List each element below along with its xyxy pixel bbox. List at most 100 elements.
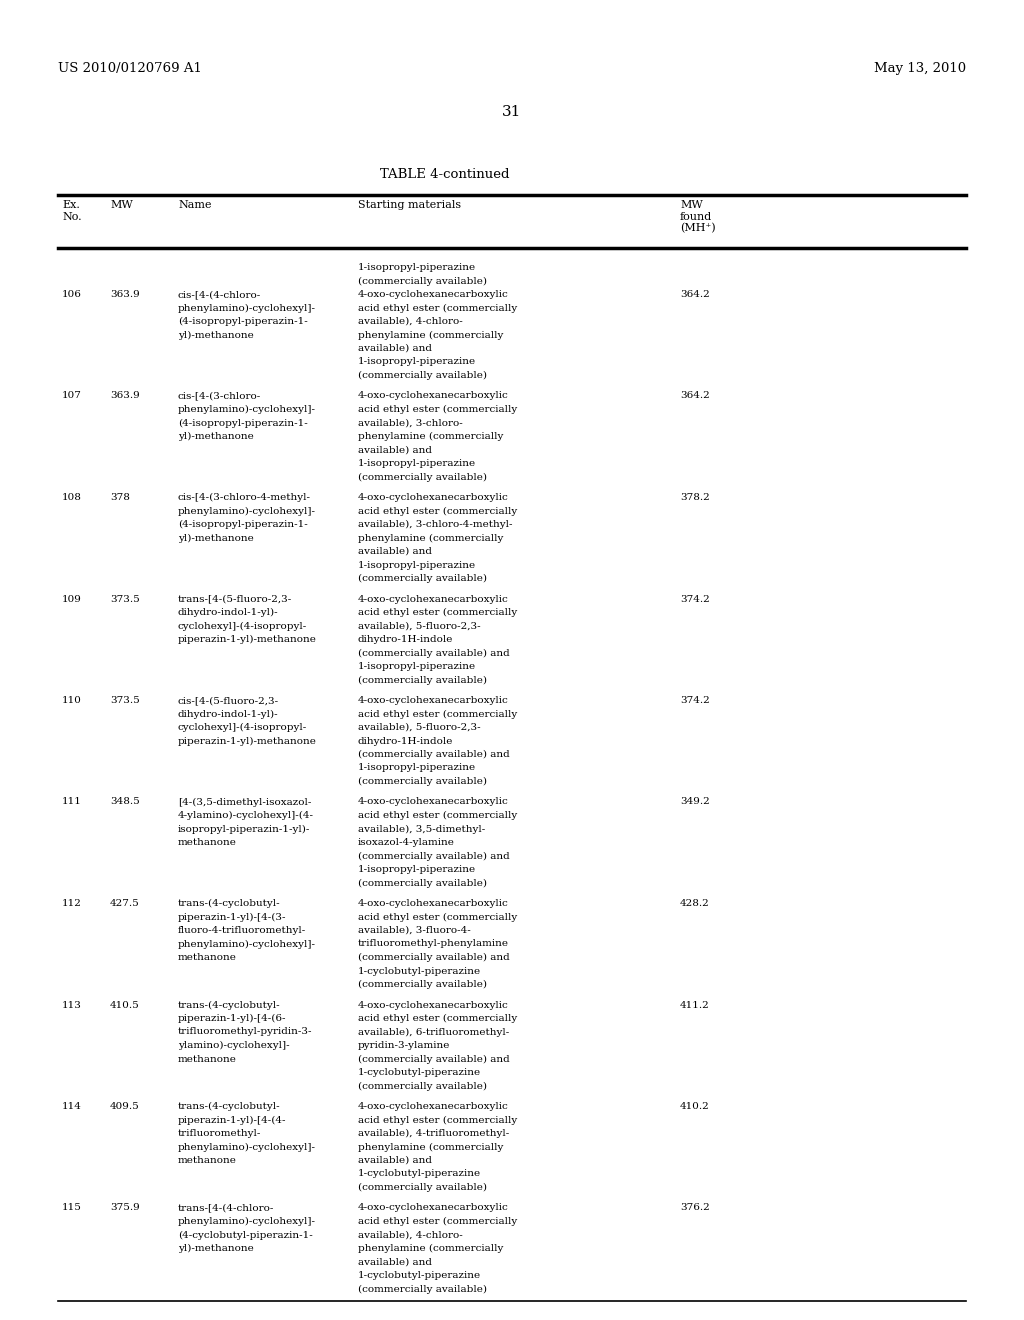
Text: 427.5: 427.5: [110, 899, 139, 908]
Text: available), 3,5-dimethyl-: available), 3,5-dimethyl-: [358, 825, 485, 834]
Text: (commercially available) and: (commercially available) and: [358, 1055, 510, 1064]
Text: 363.9: 363.9: [110, 392, 139, 400]
Text: 114: 114: [62, 1102, 82, 1111]
Text: cis-[4-(5-fluoro-2,3-: cis-[4-(5-fluoro-2,3-: [178, 696, 280, 705]
Text: trifluoromethyl-pyridin-3-: trifluoromethyl-pyridin-3-: [178, 1027, 312, 1036]
Text: acid ethyl ester (commercially: acid ethyl ester (commercially: [358, 304, 517, 313]
Text: 4-oxo-cyclohexanecarboxylic: 4-oxo-cyclohexanecarboxylic: [358, 392, 509, 400]
Text: piperazin-1-yl)-[4-(3-: piperazin-1-yl)-[4-(3-: [178, 912, 287, 921]
Text: available) and: available) and: [358, 546, 432, 556]
Text: phenylamino)-cyclohexyl]-: phenylamino)-cyclohexyl]-: [178, 507, 316, 516]
Text: (commercially available): (commercially available): [358, 1183, 487, 1192]
Text: 378: 378: [110, 492, 130, 502]
Text: acid ethyl ester (commercially: acid ethyl ester (commercially: [358, 405, 517, 414]
Text: 1-isopropyl-piperazine: 1-isopropyl-piperazine: [358, 358, 476, 367]
Text: cis-[4-(4-chloro-: cis-[4-(4-chloro-: [178, 290, 261, 300]
Text: 1-isopropyl-piperazine: 1-isopropyl-piperazine: [358, 663, 476, 671]
Text: phenylamine (commercially: phenylamine (commercially: [358, 1143, 504, 1151]
Text: 1-cyclobutyl-piperazine: 1-cyclobutyl-piperazine: [358, 1170, 481, 1179]
Text: phenylamino)-cyclohexyl]-: phenylamino)-cyclohexyl]-: [178, 304, 316, 313]
Text: 363.9: 363.9: [110, 290, 139, 300]
Text: 410.2: 410.2: [680, 1102, 710, 1111]
Text: yl)-methanone: yl)-methanone: [178, 533, 254, 543]
Text: 109: 109: [62, 594, 82, 603]
Text: trifluoromethyl-phenylamine: trifluoromethyl-phenylamine: [358, 940, 509, 949]
Text: 110: 110: [62, 696, 82, 705]
Text: 4-oxo-cyclohexanecarboxylic: 4-oxo-cyclohexanecarboxylic: [358, 1204, 509, 1213]
Text: 4-oxo-cyclohexanecarboxylic: 4-oxo-cyclohexanecarboxylic: [358, 1001, 509, 1010]
Text: trans-[4-(5-fluoro-2,3-: trans-[4-(5-fluoro-2,3-: [178, 594, 292, 603]
Text: MW
found
(MH⁺): MW found (MH⁺): [680, 201, 716, 234]
Text: pyridin-3-ylamine: pyridin-3-ylamine: [358, 1041, 451, 1049]
Text: 410.5: 410.5: [110, 1001, 139, 1010]
Text: piperazin-1-yl)-[4-(4-: piperazin-1-yl)-[4-(4-: [178, 1115, 287, 1125]
Text: ylamino)-cyclohexyl]-: ylamino)-cyclohexyl]-: [178, 1041, 290, 1051]
Text: 1-cyclobutyl-piperazine: 1-cyclobutyl-piperazine: [358, 1068, 481, 1077]
Text: dihydro-indol-1-yl)-: dihydro-indol-1-yl)-: [178, 609, 279, 618]
Text: available), 4-chloro-: available), 4-chloro-: [358, 1230, 463, 1239]
Text: (4-isopropyl-piperazin-1-: (4-isopropyl-piperazin-1-: [178, 418, 308, 428]
Text: 4-oxo-cyclohexanecarboxylic: 4-oxo-cyclohexanecarboxylic: [358, 899, 509, 908]
Text: (commercially available): (commercially available): [358, 371, 487, 380]
Text: dihydro-1H-indole: dihydro-1H-indole: [358, 737, 454, 746]
Text: phenylamine (commercially: phenylamine (commercially: [358, 432, 504, 441]
Text: May 13, 2010: May 13, 2010: [873, 62, 966, 75]
Text: available), 5-fluoro-2,3-: available), 5-fluoro-2,3-: [358, 723, 480, 733]
Text: available), 5-fluoro-2,3-: available), 5-fluoro-2,3-: [358, 622, 480, 631]
Text: MW: MW: [110, 201, 133, 210]
Text: 364.2: 364.2: [680, 290, 710, 300]
Text: cis-[4-(3-chloro-: cis-[4-(3-chloro-: [178, 392, 261, 400]
Text: 409.5: 409.5: [110, 1102, 139, 1111]
Text: (4-isopropyl-piperazin-1-: (4-isopropyl-piperazin-1-: [178, 520, 308, 529]
Text: phenylamino)-cyclohexyl]-: phenylamino)-cyclohexyl]-: [178, 1217, 316, 1226]
Text: phenylamino)-cyclohexyl]-: phenylamino)-cyclohexyl]-: [178, 940, 316, 949]
Text: trifluoromethyl-: trifluoromethyl-: [178, 1129, 261, 1138]
Text: available) and: available) and: [358, 446, 432, 454]
Text: 1-cyclobutyl-piperazine: 1-cyclobutyl-piperazine: [358, 966, 481, 975]
Text: 1-isopropyl-piperazine: 1-isopropyl-piperazine: [358, 263, 476, 272]
Text: 115: 115: [62, 1204, 82, 1213]
Text: 113: 113: [62, 1001, 82, 1010]
Text: 1-cyclobutyl-piperazine: 1-cyclobutyl-piperazine: [358, 1271, 481, 1280]
Text: dihydro-indol-1-yl)-: dihydro-indol-1-yl)-: [178, 710, 279, 718]
Text: isoxazol-4-ylamine: isoxazol-4-ylamine: [358, 838, 455, 847]
Text: (commercially available) and: (commercially available) and: [358, 750, 510, 759]
Text: available), 3-fluoro-4-: available), 3-fluoro-4-: [358, 927, 471, 935]
Text: available) and: available) and: [358, 1258, 432, 1266]
Text: acid ethyl ester (commercially: acid ethyl ester (commercially: [358, 912, 517, 921]
Text: TABLE 4-continued: TABLE 4-continued: [380, 168, 510, 181]
Text: piperazin-1-yl)-methanone: piperazin-1-yl)-methanone: [178, 737, 316, 746]
Text: Starting materials: Starting materials: [358, 201, 461, 210]
Text: trans-(4-cyclobutyl-: trans-(4-cyclobutyl-: [178, 1001, 281, 1010]
Text: methanone: methanone: [178, 953, 237, 962]
Text: 106: 106: [62, 290, 82, 300]
Text: piperazin-1-yl)-[4-(6-: piperazin-1-yl)-[4-(6-: [178, 1014, 287, 1023]
Text: 4-oxo-cyclohexanecarboxylic: 4-oxo-cyclohexanecarboxylic: [358, 594, 509, 603]
Text: 1-isopropyl-piperazine: 1-isopropyl-piperazine: [358, 865, 476, 874]
Text: 1-isopropyl-piperazine: 1-isopropyl-piperazine: [358, 459, 476, 469]
Text: 378.2: 378.2: [680, 492, 710, 502]
Text: [4-(3,5-dimethyl-isoxazol-: [4-(3,5-dimethyl-isoxazol-: [178, 797, 311, 807]
Text: phenylamino)-cyclohexyl]-: phenylamino)-cyclohexyl]-: [178, 1143, 316, 1151]
Text: 4-ylamino)-cyclohexyl]-(4-: 4-ylamino)-cyclohexyl]-(4-: [178, 810, 314, 820]
Text: Ex.
No.: Ex. No.: [62, 201, 82, 222]
Text: (commercially available): (commercially available): [358, 473, 487, 482]
Text: trans-(4-cyclobutyl-: trans-(4-cyclobutyl-: [178, 899, 281, 908]
Text: 108: 108: [62, 492, 82, 502]
Text: available), 4-trifluoromethyl-: available), 4-trifluoromethyl-: [358, 1129, 509, 1138]
Text: (commercially available): (commercially available): [358, 574, 487, 583]
Text: 364.2: 364.2: [680, 392, 710, 400]
Text: isopropyl-piperazin-1-yl)-: isopropyl-piperazin-1-yl)-: [178, 825, 310, 834]
Text: 374.2: 374.2: [680, 594, 710, 603]
Text: phenylamine (commercially: phenylamine (commercially: [358, 1243, 504, 1253]
Text: 348.5: 348.5: [110, 797, 139, 807]
Text: 4-oxo-cyclohexanecarboxylic: 4-oxo-cyclohexanecarboxylic: [358, 290, 509, 300]
Text: available), 3-chloro-4-methyl-: available), 3-chloro-4-methyl-: [358, 520, 512, 529]
Text: acid ethyl ester (commercially: acid ethyl ester (commercially: [358, 507, 517, 516]
Text: available) and: available) and: [358, 345, 432, 352]
Text: available), 3-chloro-: available), 3-chloro-: [358, 418, 463, 428]
Text: acid ethyl ester (commercially: acid ethyl ester (commercially: [358, 810, 517, 820]
Text: 428.2: 428.2: [680, 899, 710, 908]
Text: cis-[4-(3-chloro-4-methyl-: cis-[4-(3-chloro-4-methyl-: [178, 492, 311, 502]
Text: 376.2: 376.2: [680, 1204, 710, 1213]
